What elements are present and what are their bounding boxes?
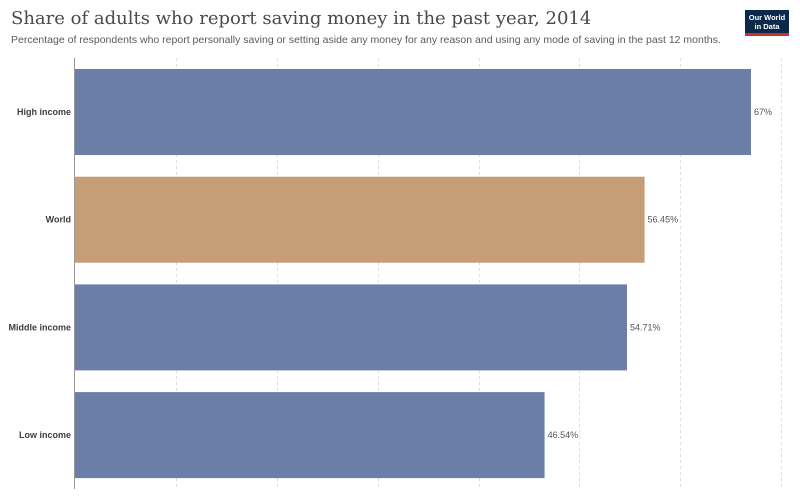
value-label: 67%: [754, 107, 772, 117]
bar-world[interactable]: [75, 176, 645, 263]
bar-high-income[interactable]: [75, 69, 751, 155]
category-label: Low income: [19, 430, 71, 440]
bar-middle-income[interactable]: [75, 284, 627, 371]
logo-line-1: Our World: [748, 13, 786, 22]
category-label: Middle income: [8, 322, 71, 332]
chart-title: Share of adults who report saving money …: [11, 8, 592, 29]
value-label: 56.45%: [648, 215, 679, 225]
owid-logo[interactable]: Our World in Data: [745, 10, 789, 36]
category-label: World: [46, 215, 71, 225]
logo-line-2: in Data: [754, 22, 780, 31]
value-label: 54.71%: [630, 322, 661, 332]
category-label: High income: [17, 107, 71, 117]
chart-subtitle: Percentage of respondents who report per…: [11, 34, 721, 46]
value-label: 46.54%: [548, 430, 579, 440]
bar-low-income[interactable]: [75, 392, 545, 479]
bars: High income 67% World 56.45% Middle income 54…: [8, 69, 772, 479]
